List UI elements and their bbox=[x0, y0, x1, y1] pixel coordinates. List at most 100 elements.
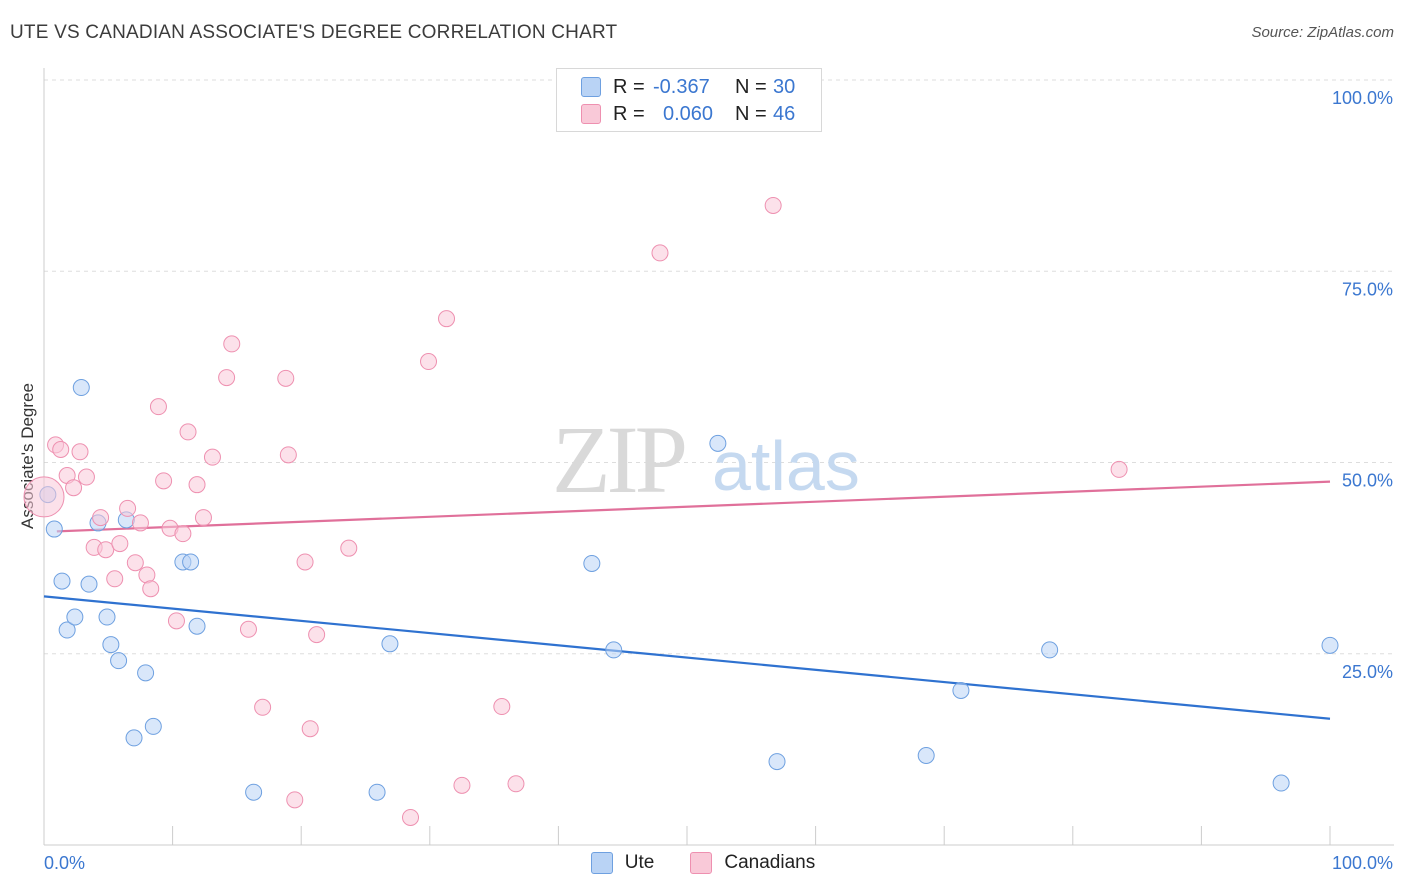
point-canadians bbox=[296, 553, 314, 571]
trend-lines bbox=[43, 480, 1331, 720]
point-ute bbox=[381, 635, 399, 653]
point-canadians bbox=[52, 440, 70, 458]
point-canadians bbox=[286, 791, 304, 809]
series-swatch-ute bbox=[590, 852, 613, 874]
point-canadians bbox=[97, 541, 115, 559]
point-ute bbox=[45, 520, 63, 538]
point-ute bbox=[1321, 636, 1339, 654]
series-legend-ute[interactable]: Ute bbox=[590, 852, 655, 874]
y-tick-label: 25.0% bbox=[1342, 662, 1393, 682]
point-ute bbox=[58, 621, 76, 639]
point-ute bbox=[368, 783, 386, 801]
source-credit: Source: ZipAtlas.com bbox=[1251, 24, 1394, 41]
point-canadians bbox=[764, 196, 782, 214]
point-canadians bbox=[71, 443, 89, 461]
x-tick-label-max: 100.0% bbox=[1332, 853, 1393, 873]
point-canadians bbox=[174, 525, 192, 543]
point-canadians bbox=[301, 720, 319, 738]
watermark: ZIP atlas bbox=[552, 406, 860, 513]
point-ute bbox=[1272, 774, 1290, 792]
point-ute bbox=[1041, 641, 1059, 659]
series-label-ute: Ute bbox=[624, 852, 655, 873]
point-canadians bbox=[402, 808, 420, 826]
point-canadians bbox=[188, 476, 206, 494]
tick-labels: 25.0% 50.0% 75.0% 100.0% 0.0% 100.0% bbox=[44, 88, 1393, 873]
point-ute bbox=[66, 608, 84, 626]
legend-r-label: R = bbox=[613, 102, 645, 125]
point-canadians bbox=[223, 335, 241, 353]
watermark-zip: ZIP bbox=[552, 406, 685, 513]
series-legend: Ute Canadians bbox=[0, 852, 1406, 874]
legend-swatch-canadians bbox=[581, 104, 601, 124]
point-canadians bbox=[142, 580, 160, 598]
point-canadians bbox=[1110, 460, 1128, 478]
series-legend-canadians[interactable]: Canadians bbox=[690, 852, 815, 874]
point-canadians bbox=[155, 472, 173, 490]
legend-r-value: -0.367 bbox=[653, 75, 710, 98]
point-canadians bbox=[119, 499, 137, 517]
point-canadians bbox=[167, 612, 185, 630]
point-ute bbox=[137, 664, 155, 682]
point-ute bbox=[709, 434, 727, 452]
watermark-atlas: atlas bbox=[712, 427, 860, 505]
point-ute bbox=[125, 729, 143, 747]
point-ute bbox=[110, 652, 128, 670]
y-tick-label: 75.0% bbox=[1342, 279, 1393, 299]
point-canadians bbox=[308, 626, 326, 644]
point-canadians bbox=[179, 423, 197, 441]
point-ute bbox=[102, 636, 120, 654]
legend-n-label: N = bbox=[735, 102, 767, 125]
point-ute bbox=[72, 379, 90, 397]
point-canadians bbox=[194, 509, 212, 527]
series-label-canadians: Canadians bbox=[724, 852, 816, 873]
legend-row-ute: R = -0.367 N = 30 bbox=[581, 75, 795, 99]
point-ute bbox=[768, 753, 786, 771]
trend-line-canadians bbox=[56, 480, 1331, 533]
point-canadians bbox=[126, 554, 144, 572]
legend-n-label: N = bbox=[735, 75, 767, 98]
point-canadians bbox=[239, 620, 257, 638]
point-ute bbox=[245, 783, 263, 801]
point-canadians bbox=[420, 353, 438, 371]
legend-row-canadians: R = 0.060 N = 46 bbox=[581, 102, 795, 126]
point-canadians bbox=[493, 698, 511, 716]
chart-title: UTE VS CANADIAN ASSOCIATE'S DEGREE CORRE… bbox=[10, 22, 618, 43]
point-ute bbox=[182, 553, 200, 571]
y-tick-label: 50.0% bbox=[1342, 471, 1393, 491]
point-canadians bbox=[277, 369, 295, 387]
point-canadians bbox=[507, 775, 525, 793]
point-canadians bbox=[23, 476, 65, 518]
legend-r-value: 0.060 bbox=[663, 102, 714, 125]
point-canadians bbox=[106, 570, 124, 588]
point-canadians bbox=[651, 244, 669, 262]
point-ute bbox=[98, 608, 116, 626]
point-ute bbox=[583, 554, 601, 572]
legend-n-value: 30 bbox=[773, 75, 796, 98]
series-swatch-canadians bbox=[690, 852, 713, 874]
point-canadians bbox=[254, 698, 272, 716]
point-canadians bbox=[111, 535, 129, 553]
point-ute bbox=[188, 617, 206, 635]
legend-swatch-ute bbox=[581, 77, 601, 97]
point-canadians bbox=[453, 776, 471, 794]
point-ute bbox=[917, 746, 935, 764]
point-canadians bbox=[438, 310, 456, 328]
point-canadians bbox=[279, 446, 297, 464]
point-ute bbox=[80, 575, 98, 593]
point-ute bbox=[53, 572, 71, 590]
legend-r-label: R = bbox=[613, 75, 645, 98]
point-canadians bbox=[77, 468, 95, 486]
point-canadians bbox=[149, 398, 167, 416]
stats-legend: R = -0.367 N = 30 R = 0.060 N = 46 bbox=[556, 68, 822, 132]
point-canadians bbox=[203, 448, 221, 466]
trend-line-ute bbox=[43, 595, 1331, 720]
point-ute bbox=[605, 641, 623, 659]
point-ute bbox=[952, 681, 970, 699]
point-canadians bbox=[92, 509, 110, 527]
y-tick-label: 100.0% bbox=[1332, 88, 1393, 108]
point-canadians bbox=[131, 514, 149, 532]
point-canadians bbox=[218, 369, 236, 387]
data-points bbox=[23, 196, 1339, 826]
legend-n-value: 46 bbox=[773, 102, 796, 125]
